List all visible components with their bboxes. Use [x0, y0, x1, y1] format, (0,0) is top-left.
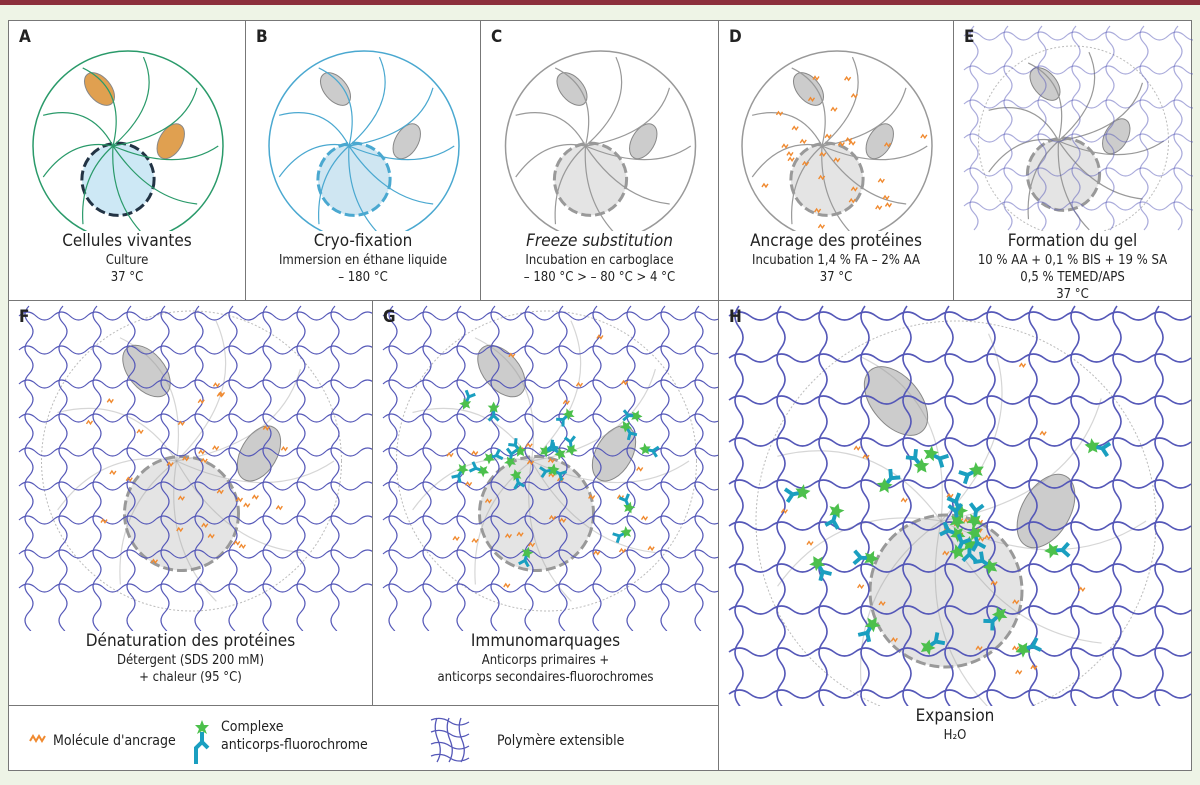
panel-detail: Incubation 1,4 % FA – 2% AA	[752, 253, 920, 268]
panel-caption: Expansion H₂O	[719, 706, 1191, 744]
legend: Molécule d'ancrage Complexe anticorps-flu…	[8, 705, 719, 771]
legend-complex-1: Complexe	[221, 719, 284, 735]
legend-anchor: Molécule d'ancrage	[53, 733, 176, 749]
panel-letter: D	[729, 27, 742, 47]
panel-detail: 10 % AA + 0,1 % BIS + 19 % SA	[977, 253, 1168, 268]
panel-title: Dénaturation des protéines	[85, 631, 296, 651]
panel-caption: Ancrage des protéines Incubation 1,4 % FA…	[719, 231, 953, 286]
cell-illustration	[728, 305, 1192, 706]
panel-caption: Dénaturation des protéines Détergent (SDS…	[9, 631, 372, 686]
panel-title: Formation du gel	[1007, 231, 1138, 251]
panel-caption: Formation du gel 10 % AA + 0,1 % BIS + 19…	[954, 231, 1191, 303]
panel-letter: B	[256, 27, 268, 47]
panel-detail: Incubation en carboglace	[525, 253, 674, 268]
panel-detail: 0,5 % TEMED/APS	[1020, 270, 1125, 285]
panel-b: B Cryo-fixation Immersion en éthane liquid…	[245, 20, 481, 301]
panel-detail: 37 °C	[819, 270, 853, 285]
panel-detail: anticorps secondaires-fluorochromes	[437, 670, 654, 685]
panel-e: E Formation du gel 10 % AA + 0,1 % BIS + 1…	[953, 20, 1193, 303]
cell-illustration	[963, 25, 1193, 231]
panel-title: Ancrage des protéines	[750, 231, 922, 251]
cell-illustration	[382, 305, 720, 631]
panel-title: Cellules vivantes	[62, 231, 192, 251]
cell-illustration	[504, 50, 697, 231]
panel-title: Cryo-fixation	[313, 231, 413, 251]
panel-detail: Culture	[105, 253, 149, 268]
panel-title: Immunomarquages	[470, 631, 621, 651]
panel-letter: E	[964, 27, 975, 47]
panel-f: F Dénaturation des protéines Détergent (SD…	[8, 300, 374, 706]
panel-letter: G	[383, 307, 396, 327]
panel-d: D Ancrage des protéines Incubation 1,4 % F…	[718, 20, 954, 301]
panel-letter: C	[491, 27, 503, 47]
panel-title: Freeze substitution	[526, 231, 673, 251]
legend-complex-2: anticorps-fluorochrome	[221, 737, 368, 753]
panel-c: C Freeze substitution Incubation en carbog…	[480, 20, 719, 301]
panel-letter: H	[729, 307, 742, 327]
panel-caption: Cryo-fixation Immersion en éthane liquide…	[246, 231, 480, 286]
top-bar	[0, 0, 1200, 5]
antibody-complex-icon	[194, 720, 210, 764]
cell-illustration	[741, 50, 933, 231]
panel-detail: 37 °C	[110, 270, 144, 285]
panel-letter: A	[19, 27, 31, 47]
panel-title: Expansion	[915, 706, 995, 726]
anchor-molecule-icon	[29, 734, 46, 743]
cell-illustration	[18, 305, 374, 631]
legend-polymer: Polymère extensible	[497, 733, 625, 749]
panel-detail: – 180 °C > – 80 °C > 4 °C	[523, 270, 676, 285]
panel-g: G Immunomarquages Anticorps primaires + ant…	[372, 300, 720, 706]
panel-caption: Freeze substitution Incubation en carbogl…	[481, 231, 718, 286]
panel-detail: Détergent (SDS 200 mM)	[116, 653, 265, 668]
panel-detail: + chaleur (95 °C)	[139, 670, 242, 685]
panel-letter: F	[19, 307, 30, 327]
panel-detail: H₂O	[943, 728, 967, 743]
panel-detail: Immersion en éthane liquide	[278, 253, 448, 268]
polymer-icon	[430, 717, 470, 763]
panel-caption: Cellules vivantes Culture 37 °C	[9, 231, 245, 286]
panel-detail: Anticorps primaires +	[481, 653, 610, 668]
panel-detail: – 180 °C	[338, 270, 388, 285]
panel-a: A Cellules vivantes Culture 37 °C	[8, 20, 246, 301]
cell-illustration	[268, 50, 460, 231]
panel-h: H Expansion H₂O	[718, 300, 1192, 771]
cell-illustration	[32, 50, 224, 231]
panel-detail: 37 °C	[1056, 287, 1089, 302]
panel-caption: Immunomarquages Anticorps primaires + anti…	[373, 631, 718, 686]
